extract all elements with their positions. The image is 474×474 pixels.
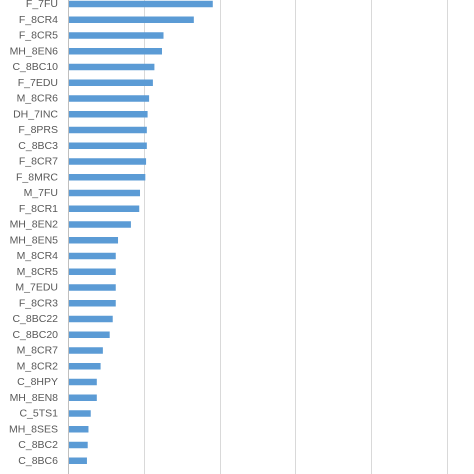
bar [69,252,116,260]
category-tick-label: C_8HPY [17,376,58,388]
bar [69,394,97,401]
category-tick-label: M_8CR2 [17,360,59,372]
bar [69,158,147,165]
bar [69,95,150,102]
category-tick-label: F_8CR7 [19,156,58,168]
bar [69,426,89,433]
category-tick-label: C_8BC22 [12,313,58,325]
category-tick-label: MH_8EN2 [10,219,59,231]
bar [69,126,147,134]
category-tick-label: DH_7INC [13,108,58,120]
bar [69,363,101,370]
bar [69,0,213,8]
bar [69,16,194,23]
bar [69,378,97,386]
category-tick-label: M_7FU [24,187,58,199]
category-tick-label: MH_8EN8 [10,392,59,404]
category-tick-label: C_8BC2 [18,439,58,451]
category-tick-label: C_8BC3 [18,140,58,152]
bar [69,347,103,354]
category-tick-label: F_8CR1 [19,203,58,215]
bar [69,315,113,323]
category-labels: F_7FU F_8CR4 F_8CR5 MH_8EN6 C_8BC10 F_7EDU M_8… [9,0,58,467]
category-tick-label: F_8CR5 [19,30,58,42]
bar-series [69,0,213,464]
bar [69,189,141,197]
bar [69,441,88,449]
category-tick-label: MH_8EN5 [10,234,59,246]
bar [69,331,110,338]
bar [69,300,116,307]
category-tick-label: F_7FU [26,0,58,10]
category-tick-label: F_8CR4 [19,14,58,26]
bar [69,79,153,86]
bar [69,268,116,275]
bar [69,32,164,39]
category-tick-label: C_8BC10 [12,61,58,73]
category-tick-label: MH_8SES [9,423,58,435]
category-tick-label: F_8PRS [18,124,58,136]
category-tick-label: M_7EDU [15,282,58,294]
bar [69,174,146,181]
category-tick-label: M_8CR4 [17,250,59,262]
category-tick-label: F_8MRC [16,171,58,183]
category-tick-label: C_8BC20 [12,329,58,341]
category-tick-label: C_5TS1 [19,408,58,420]
bar [69,221,131,228]
bar [69,63,155,71]
category-tick-label: F_7EDU [18,77,58,89]
category-tick-label: MH_8EN6 [10,45,59,57]
bar [69,111,148,118]
bar [69,457,87,464]
category-tick-label: M_8CR7 [17,345,59,357]
bar [69,237,119,244]
category-tick-label: M_8CR6 [17,93,59,105]
category-tick-label: F_8CR3 [19,297,58,309]
bar [69,142,147,149]
bar [69,48,162,55]
gridlines [144,0,448,474]
bar [69,284,116,291]
category-tick-label: C_8BC6 [18,455,58,467]
bar [69,410,91,417]
bar [69,205,140,212]
category-tick-label: M_8CR5 [17,266,59,278]
